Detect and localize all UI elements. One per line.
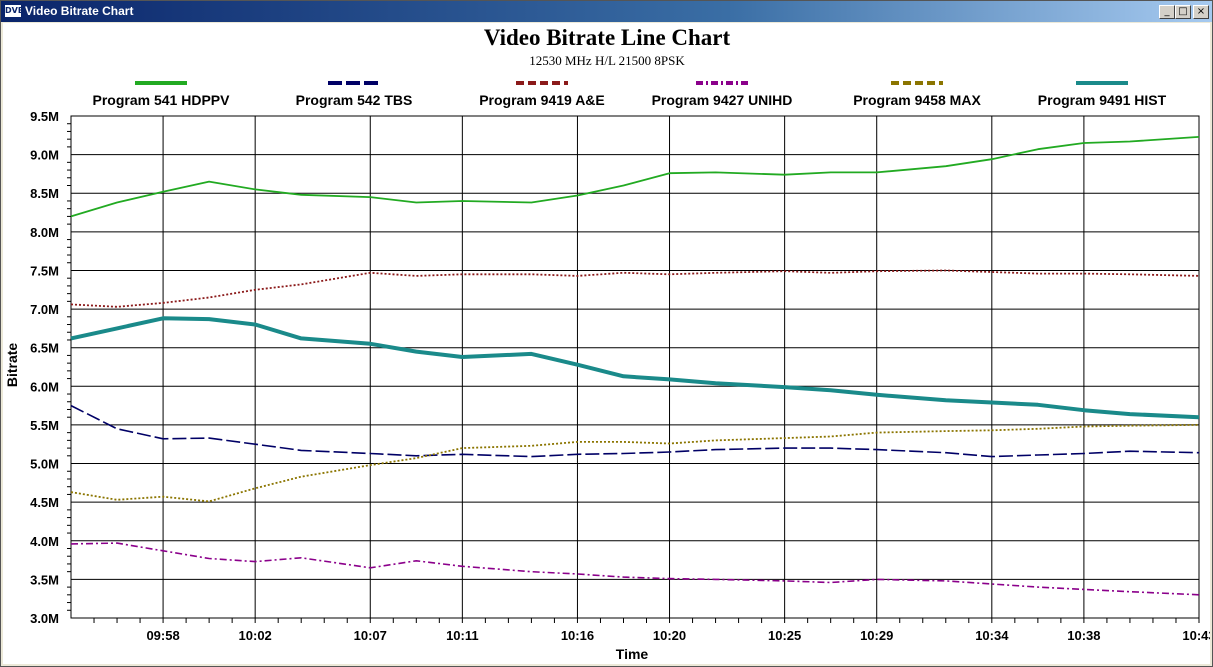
x-axis-label: Time (616, 646, 649, 662)
y-tick-label: 6.5M (30, 341, 59, 356)
series-line-6 (70, 316, 1200, 420)
series-line-3 (70, 269, 1200, 308)
x-tick-label: 10:11 (446, 628, 479, 643)
plot-frame (70, 115, 1200, 619)
x-tick-label: 10:02 (239, 628, 272, 643)
y-tick-label: 4.0M (30, 534, 59, 549)
series-group (70, 136, 1200, 596)
y-tick-label: 8.0M (30, 225, 59, 240)
title-bar[interactable]: DVB Video Bitrate Chart _ □ × (1, 1, 1212, 22)
legend-label-4: Program 9427 UNIHD (652, 92, 793, 108)
x-tick-label: 09:58 (146, 628, 179, 643)
y-tick-label: 6.0M (30, 379, 59, 394)
maximize-button[interactable]: □ (1175, 5, 1191, 19)
y-tick-label: 5.5M (30, 418, 59, 433)
x-tick-label: 10:29 (860, 628, 893, 643)
axes: 3.0M 3.5M 4.0M 4.5M 5.0M 5.5M 6.0M 6.5M 7.0M 7.5M… (30, 109, 1210, 643)
minimize-button[interactable]: _ (1159, 5, 1175, 19)
close-button[interactable]: × (1193, 5, 1209, 19)
dvb-app-icon: DVB (5, 5, 24, 17)
grid (70, 115, 1200, 619)
x-tick-label: 10:43 (1182, 628, 1210, 643)
series-line-4 (70, 542, 1200, 596)
y-tick-label: 8.5M (30, 186, 59, 201)
y-tick-label: 5.0M (30, 457, 59, 472)
legend: Program 541 HDPPV Program 542 TBS Program … (93, 81, 1167, 108)
x-tick-label: 10:07 (354, 628, 387, 643)
legend-label-5: Program 9458 MAX (853, 92, 981, 108)
y-tick-label: 4.5M (30, 495, 59, 510)
series-line-1 (70, 136, 1200, 218)
x-tick-label: 10:38 (1067, 628, 1100, 643)
y-tick-label: 3.0M (30, 611, 59, 626)
x-tick-label: 10:25 (768, 628, 801, 643)
legend-label-1: Program 541 HDPPV (93, 92, 231, 108)
legend-label-6: Program 9491 HIST (1038, 92, 1167, 108)
series-line-2 (70, 404, 1200, 458)
chart-title: Video Bitrate Line Chart (484, 25, 731, 50)
x-tick-label: 10:16 (561, 628, 594, 643)
window-title: Video Bitrate Chart (25, 4, 134, 18)
y-tick-label: 3.5M (30, 572, 59, 587)
legend-label-3: Program 9419 A&E (479, 92, 605, 108)
x-tick-label: 10:20 (653, 628, 686, 643)
y-axis-label: Bitrate (4, 343, 20, 388)
chart-area: Video Bitrate Line Chart 12530 MHz H/L 2… (3, 23, 1210, 664)
chart-subtitle: 12530 MHz H/L 21500 8PSK (529, 53, 685, 68)
y-tick-label: 9.0M (30, 148, 59, 163)
x-tick-label: 10:34 (975, 628, 1009, 643)
y-tick-label: 9.5M (30, 109, 59, 124)
legend-label-2: Program 542 TBS (296, 92, 413, 108)
y-tick-label: 7.0M (30, 302, 59, 317)
y-tick-label: 7.5M (30, 263, 59, 278)
line-chart: Video Bitrate Line Chart 12530 MHz H/L 2… (4, 25, 1210, 662)
